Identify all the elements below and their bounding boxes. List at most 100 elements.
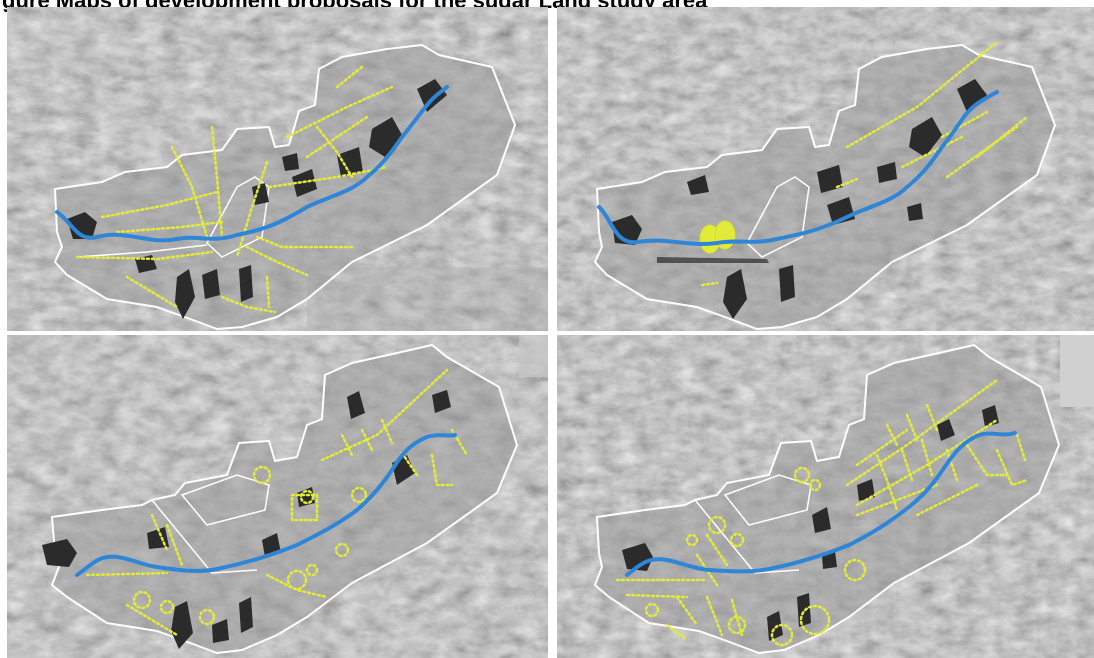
- development-proposals: [615, 378, 1029, 647]
- development-line: [305, 115, 369, 159]
- built-up-patch: [252, 183, 269, 205]
- built-up-patch: [877, 162, 897, 183]
- built-up-patch: [171, 601, 193, 649]
- terrain-light-patch: [307, 267, 548, 331]
- development-circle: [252, 465, 272, 485]
- sub-boundary: [180, 474, 270, 526]
- built-up-patch: [687, 175, 709, 195]
- development-line: [360, 428, 374, 452]
- built-up-patch: [657, 257, 769, 263]
- built-up-areas: [622, 405, 999, 641]
- terrain-light-patch: [1060, 335, 1094, 407]
- development-line: [835, 177, 859, 189]
- development-circle: [198, 608, 216, 626]
- map-panel-top-left: [7, 7, 548, 331]
- development-line: [400, 451, 419, 477]
- built-up-patch: [797, 593, 811, 627]
- built-up-patch: [957, 79, 987, 112]
- development-line: [335, 65, 364, 89]
- development-circle: [799, 604, 831, 636]
- development-line: [170, 145, 209, 239]
- development-circle: [299, 489, 315, 505]
- built-up-patch: [723, 269, 747, 319]
- development-line: [285, 85, 394, 139]
- built-up-patch: [907, 203, 923, 221]
- development-line: [665, 623, 689, 642]
- development-line: [845, 378, 999, 487]
- study-area-boundary: [50, 343, 519, 655]
- development-circle: [707, 515, 727, 535]
- built-up-patch: [67, 212, 97, 239]
- development-line: [265, 275, 271, 309]
- development-line: [165, 523, 184, 567]
- built-up-patch: [202, 269, 220, 299]
- map-panel-top-right: [557, 7, 1094, 331]
- development-line: [320, 368, 449, 462]
- development-line: [1015, 433, 1027, 462]
- development-line: [885, 423, 899, 447]
- development-circle: [770, 623, 794, 647]
- built-up-patch: [337, 147, 363, 177]
- development-proposals: [85, 368, 469, 637]
- development-circle: [350, 486, 368, 504]
- study-area-boundary: [593, 343, 1061, 655]
- development-line: [100, 190, 219, 219]
- study-area-boundary: [593, 43, 1057, 331]
- study-area-boundary: [53, 43, 517, 331]
- map-top-right-svg: [557, 7, 1094, 331]
- sub-boundary: [76, 244, 208, 258]
- development-proposals: [75, 65, 394, 314]
- development-line: [235, 160, 269, 259]
- development-line: [85, 571, 169, 577]
- development-line: [430, 453, 454, 487]
- development-circle: [644, 602, 660, 618]
- development-line: [925, 403, 939, 432]
- study-area-fill: [52, 345, 517, 653]
- sub-boundary: [151, 499, 258, 574]
- map-panel-bottom-left: [7, 335, 548, 658]
- development-circle: [334, 542, 350, 558]
- development-line: [125, 275, 179, 309]
- development-line: [255, 235, 354, 249]
- built-up-patch: [42, 539, 77, 567]
- built-up-areas: [67, 79, 447, 319]
- map-top-left-svg: [7, 7, 548, 331]
- development-line: [115, 220, 224, 234]
- development-circle: [793, 466, 811, 484]
- built-up-patch: [282, 153, 299, 171]
- development-line: [855, 418, 999, 507]
- built-up-patch: [369, 117, 402, 157]
- development-line: [855, 428, 909, 467]
- development-line: [995, 448, 1029, 487]
- development-line: [267, 165, 389, 189]
- built-up-patch: [857, 479, 875, 501]
- development-line: [965, 443, 1009, 477]
- built-up-patch: [239, 597, 253, 633]
- terrain-light-patch: [519, 335, 548, 377]
- development-line: [315, 125, 354, 179]
- development-line: [265, 573, 329, 599]
- built-up-patch: [432, 390, 451, 413]
- development-circle: [727, 615, 747, 635]
- built-up-patch: [175, 269, 195, 319]
- development-line: [675, 595, 699, 627]
- sub-boundary: [746, 176, 810, 258]
- development-circle: [808, 478, 822, 492]
- development-circle: [286, 569, 308, 591]
- development-line: [975, 115, 1029, 159]
- built-up-patch: [239, 265, 253, 302]
- figure-caption: gure Maps of development proposals for t…: [2, 0, 1092, 12]
- development-line: [845, 40, 999, 149]
- development-circle: [132, 590, 152, 610]
- development-line: [75, 250, 214, 261]
- development-line: [700, 281, 719, 287]
- built-up-patch: [417, 79, 447, 112]
- development-proposals: [700, 40, 1029, 287]
- map-bottom-right-svg: [557, 335, 1094, 658]
- development-circle: [729, 532, 745, 548]
- sub-boundary: [694, 499, 800, 574]
- built-up-patch: [937, 419, 955, 441]
- development-line: [340, 433, 354, 457]
- development-circle: [843, 558, 867, 582]
- development-line: [915, 483, 979, 517]
